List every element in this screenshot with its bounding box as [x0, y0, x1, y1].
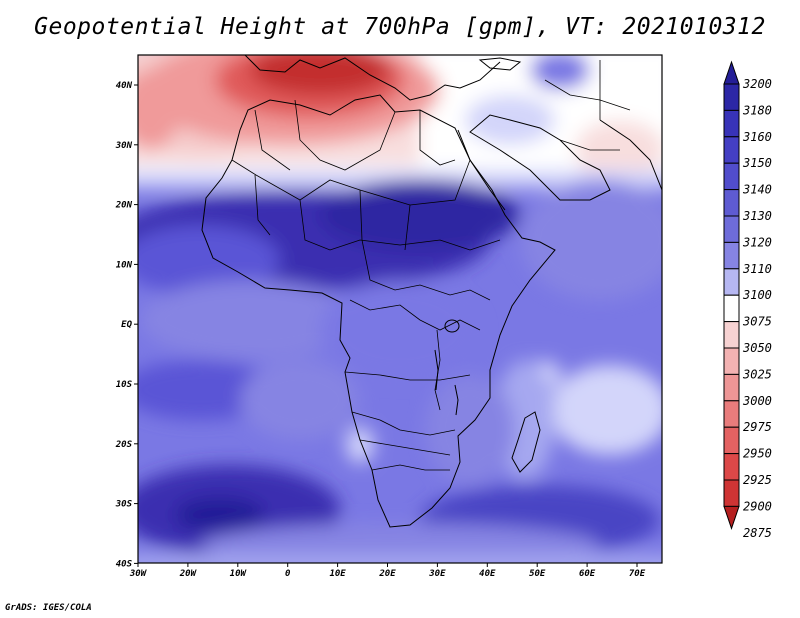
y-tick-label: 30S: [115, 500, 133, 510]
x-tick-label: 30W: [129, 569, 148, 579]
madagascar-coastline: [511, 411, 541, 473]
x-tick-label: 0: [285, 569, 291, 579]
colorbar-level-label: 3120: [742, 235, 772, 249]
x-tick-label: 10W: [230, 569, 248, 579]
colorbar-swatch: [723, 294, 740, 323]
colorbar-level-label: 3150: [742, 156, 772, 170]
y-tick-label: 30N: [115, 141, 133, 151]
colorbar-swatch: [723, 373, 740, 402]
asia-coastline: [599, 119, 662, 191]
x-tick-label: 60E: [579, 569, 596, 579]
africa-coastline: [201, 94, 556, 528]
colorbar-swatch: [723, 347, 740, 375]
lake-tanganyika: [434, 349, 439, 391]
coastlines: [201, 55, 662, 528]
y-tick-label: 40S: [116, 559, 133, 569]
plot-frame: [137, 54, 663, 564]
colorbar-level-label: 3160: [742, 130, 772, 144]
lake-malawi: [454, 384, 459, 416]
y-tick-label: EQ: [121, 320, 132, 330]
colorbar-swatch: [723, 400, 740, 428]
colorbar-min-arrow: [723, 505, 740, 530]
y-tick-label: 10S: [116, 380, 133, 390]
colorbar-swatch: [723, 83, 740, 111]
y-tick-label: 10N: [116, 260, 133, 270]
colorbar-swatch: [723, 109, 740, 138]
colorbar-level-label: 2925: [743, 473, 772, 487]
europe-coastline: [244, 55, 501, 101]
colorbar-level-label: 3075: [742, 315, 772, 329]
x-tick-label: 10E: [329, 569, 346, 579]
x-tick-label: 40E: [479, 569, 496, 579]
colorbar-level-label: 3130: [742, 209, 772, 223]
colorbar-legend: 3200 3180 3160 3150 3140 3130 3120 3110 3100 3075…: [723, 60, 772, 540]
x-axis: 30W 20W 10W 0 10E 20E 30E 40E 50E 60E 70E: [129, 563, 646, 579]
colorbar-level-label: 2875: [743, 526, 772, 540]
software-credit: GrADS: IGES/COLA: [5, 603, 92, 613]
colorbar-swatch: [723, 479, 740, 507]
y-tick-label: 20S: [115, 440, 133, 450]
y-tick-label: 40N: [116, 81, 133, 91]
colorbar-swatch: [723, 189, 740, 217]
colorbar-swatch: [723, 321, 740, 349]
colorbar-swatch: [723, 268, 740, 296]
map-title: Geopotential Height at 700hPa [gpm], VT:…: [34, 14, 766, 40]
x-tick-label: 20E: [378, 569, 396, 579]
colorbar-level-label: 2975: [743, 420, 772, 434]
colorbar-level-label: 2950: [743, 447, 772, 461]
colorbar-level-label: 3000: [742, 394, 772, 408]
colorbar-level-label: 3110: [742, 262, 772, 276]
arabia-coastline: [469, 114, 611, 201]
colorbar-level-label: 3180: [742, 103, 772, 117]
x-tick-label: 50E: [529, 569, 546, 579]
y-axis: 40N 30N 20N 10N EQ 10S 20S 30S 40S: [115, 81, 138, 569]
colorbar-level-label: 3140: [742, 183, 772, 197]
country-borders: [231, 60, 631, 471]
colorbar-swatch: [723, 162, 740, 191]
colorbar-swatch: [723, 426, 740, 455]
colorbar-level-label: 3050: [742, 341, 772, 355]
x-tick-label: 30E: [428, 569, 446, 579]
colorbar-level-label: 3100: [742, 288, 772, 302]
colorbar-level-label: 3200: [742, 77, 772, 91]
x-tick-label: 70E: [629, 569, 646, 579]
colorbar-swatch: [723, 215, 740, 243]
lake-victoria: [444, 319, 460, 333]
colorbar-level-label: 3025: [742, 367, 772, 381]
colorbar-max-arrow: [723, 60, 740, 85]
colorbar-swatch: [723, 136, 740, 164]
y-tick-label: 20N: [115, 201, 133, 211]
colorbar-level-label: 2900: [743, 499, 772, 513]
red-sea: [457, 129, 506, 211]
colorbar-swatch: [723, 241, 740, 270]
x-tick-label: 20W: [179, 569, 198, 579]
colorbar-swatch: [723, 453, 740, 481]
black-sea: [478, 57, 522, 71]
height-field: [138, 55, 662, 563]
